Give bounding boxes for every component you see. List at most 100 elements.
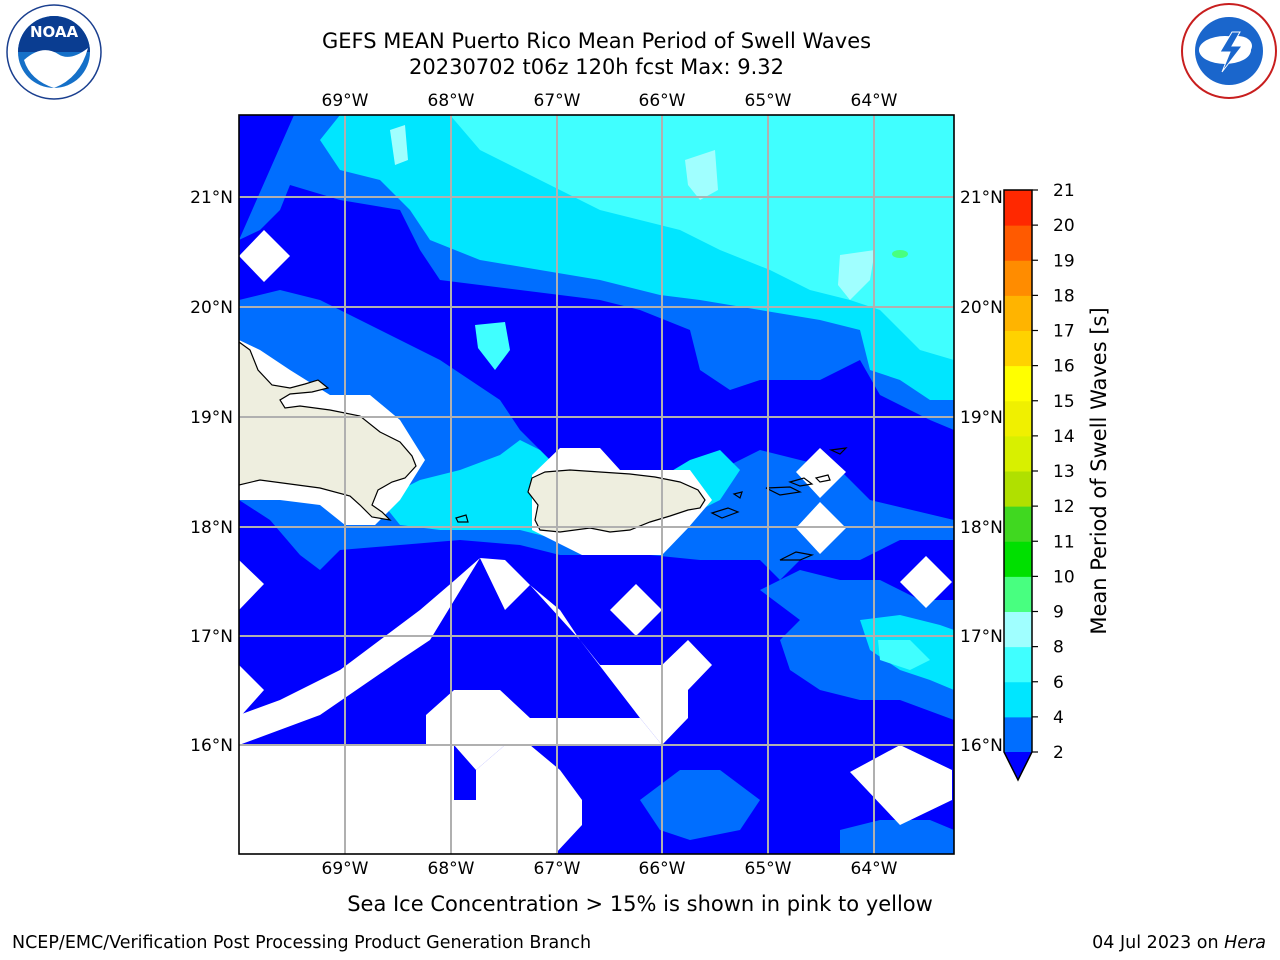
- noaa-logo: NOAA: [6, 4, 102, 100]
- nodata-diamond-3: [796, 448, 846, 498]
- map-gridlines: [239, 115, 954, 854]
- lat-label-left-4: 17°N: [190, 627, 233, 647]
- nodata-diamond-2: [610, 584, 662, 636]
- lon-label-bottom-3: 66°W: [639, 859, 686, 879]
- land-vieques-culebra: [710, 491, 743, 519]
- nodata-diamond-7: [239, 665, 264, 718]
- colorbar-bin-12: [1004, 471, 1032, 507]
- colorbar-tick-label-21: 21: [1053, 181, 1075, 201]
- colorbar-bin-13: [1004, 435, 1032, 472]
- nodata-diamond-6: [239, 560, 264, 610]
- chart-subtitle: 20230702 t06z 120h fcst Max: 9.32: [409, 55, 784, 79]
- lon-labels-bottom: 69°W 68°W 67°W 66°W 65°W 64°W: [322, 859, 898, 879]
- land-puerto-rico: [527, 469, 706, 533]
- nodata-southwest: [239, 558, 712, 745]
- colorbar-tick-label-13: 13: [1053, 462, 1075, 482]
- sea-ice-note: Sea Ice Concentration > 15% is shown in …: [347, 892, 933, 916]
- nws-logo: [1181, 3, 1277, 99]
- colorbar-tick-label-6: 6: [1053, 673, 1064, 693]
- colorbar-tick-label-20: 20: [1053, 216, 1075, 236]
- lat-label-right-5: 16°N: [960, 736, 1003, 756]
- colorbar-tick-label-11: 11: [1053, 532, 1075, 552]
- lat-labels-left: 21°N 20°N 19°N 18°N 17°N 16°N: [190, 188, 233, 756]
- colorbar-bin-8: [1004, 611, 1032, 648]
- colorbar-bin-19: [1004, 225, 1032, 261]
- contour-9-10-peak: [892, 250, 908, 258]
- land-hispaniola: [239, 341, 417, 521]
- contour-8-9-b: [838, 250, 875, 300]
- colorbar-bin-10: [1004, 541, 1032, 577]
- contour-6-8-west: [475, 322, 510, 370]
- map-frame: [238, 114, 955, 855]
- lat-label-right-2: 19°N: [960, 408, 1003, 428]
- land-st-croix: [779, 551, 815, 561]
- colorbar-tick-label-14: 14: [1053, 427, 1075, 447]
- lon-label-top-3: 66°W: [639, 91, 686, 111]
- lat-label-left-1: 20°N: [190, 298, 233, 318]
- colorbar-tick-label-12: 12: [1053, 497, 1075, 517]
- colorbar-bin-14: [1004, 400, 1032, 437]
- colorbar-tick-label-4: 4: [1053, 708, 1064, 728]
- land-virgin-islands: [765, 447, 848, 496]
- contour-2-4-east: [760, 570, 954, 720]
- nodata-south-block: [426, 690, 662, 770]
- lat-labels-right: 21°N 20°N 19°N 18°N 17°N 16°N: [960, 188, 1003, 756]
- lat-label-left-0: 21°N: [190, 188, 233, 208]
- colorbar-bin-17: [1004, 295, 1032, 331]
- contour-8-9-a: [685, 150, 718, 200]
- colorbar-tick-label-10: 10: [1053, 567, 1075, 587]
- contour-2-4-south: [640, 770, 760, 840]
- lon-label-top-5: 64°W: [851, 91, 898, 111]
- colorbar-bin-15: [1004, 365, 1032, 402]
- colorbar-bin-2: [1004, 716, 1032, 753]
- lon-label-bottom-2: 67°W: [534, 859, 581, 879]
- nodata-south-center: [239, 745, 582, 854]
- nodata-diamond-1: [239, 230, 290, 282]
- noaa-logo-text: NOAA: [30, 23, 79, 41]
- contour-6-8-north: [450, 115, 954, 360]
- colorbar-bin-9: [1004, 576, 1032, 612]
- contour-2-4-southeast: [840, 820, 954, 854]
- colorbar-tick-labels: 2 4 6 8 9 10 11 12 13 14 15 16 17 18 19 20 21: [1053, 181, 1075, 763]
- lat-label-right-4: 17°N: [960, 627, 1003, 647]
- lon-label-bottom-0: 69°W: [322, 859, 369, 879]
- colorbar-bin-20: [1004, 190, 1032, 226]
- footer-date: 04 Jul 2023 on Hera: [1092, 933, 1266, 953]
- chart-title: GEFS MEAN Puerto Rico Mean Period of Swe…: [321, 29, 872, 53]
- lat-label-right-1: 20°N: [960, 298, 1003, 318]
- lat-label-right-3: 18°N: [960, 518, 1003, 538]
- colorbar-bin-6: [1004, 646, 1032, 683]
- lon-label-bottom-1: 68°W: [428, 859, 475, 879]
- colorbar-tick-label-9: 9: [1053, 603, 1064, 623]
- colorbar-tick-label-19: 19: [1053, 251, 1075, 271]
- lon-label-top-1: 68°W: [428, 91, 475, 111]
- lon-labels-top: 69°W 68°W 67°W 66°W 65°W 64°W: [322, 91, 898, 111]
- footer-branch: NCEP/EMC/Verification Post Processing Pr…: [12, 933, 592, 953]
- colorbar-bin-4: [1004, 681, 1032, 718]
- nodata-diamond-5: [900, 556, 952, 608]
- colorbar-tick-label-8: 8: [1053, 638, 1064, 658]
- map-plot-area: [239, 115, 954, 854]
- colorbar-bin-18: [1004, 260, 1032, 296]
- contour-8-9-c: [390, 125, 408, 165]
- colorbar-tick-label-15: 15: [1053, 392, 1075, 412]
- lon-label-bottom-4: 65°W: [745, 859, 792, 879]
- footer-host: Hera: [1224, 933, 1266, 953]
- footer-date-text: 04 Jul 2023 on: [1092, 933, 1225, 953]
- colorbar-tick-label-18: 18: [1053, 286, 1075, 306]
- colorbar-bin-16: [1004, 330, 1032, 367]
- lat-label-left-3: 18°N: [190, 518, 233, 538]
- colorbar-tick-label-17: 17: [1053, 322, 1075, 342]
- lon-label-bottom-5: 64°W: [851, 859, 898, 879]
- lat-label-left-2: 19°N: [190, 408, 233, 428]
- colorbar-tick-label-2: 2: [1053, 743, 1064, 763]
- colorbar-bin-11: [1004, 506, 1032, 542]
- lon-label-top-2: 67°W: [534, 91, 581, 111]
- contour-6-8-east: [878, 640, 930, 670]
- lon-label-top-4: 65°W: [745, 91, 792, 111]
- lon-label-top-0: 69°W: [322, 91, 369, 111]
- lat-label-right-0: 21°N: [960, 188, 1003, 208]
- colorbar-tick-label-16: 16: [1053, 357, 1075, 377]
- colorbar-under-arrow: [1004, 752, 1032, 780]
